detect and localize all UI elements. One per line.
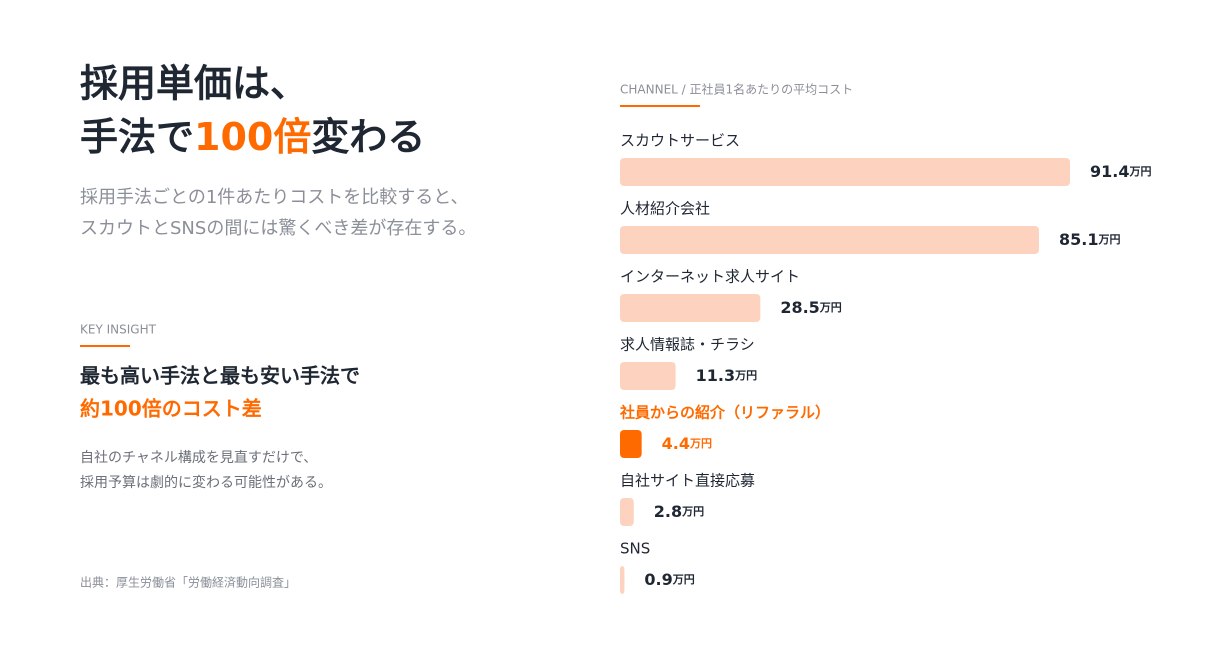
value-label: 2.8万円 — [654, 502, 704, 521]
bar — [620, 430, 642, 458]
underline — [620, 105, 700, 107]
bar-chart: スカウトサービス91.4万円人材紹介会社85.1万円インターネット求人サイト28… — [619, 132, 1151, 594]
value-label: 91.4万円 — [1090, 162, 1151, 181]
value-label: 4.4万円 — [662, 434, 712, 453]
insight-highlight: 約100倍のコスト差 — [80, 397, 262, 421]
unit: 万円 — [734, 369, 757, 382]
unit: 万円 — [1128, 165, 1151, 178]
bar — [620, 158, 1070, 186]
unit: 万円 — [681, 505, 704, 518]
lead: スカウトとSNSの間には驚くべき差が存在する。 — [80, 218, 476, 239]
chart-title: CHANNEL / 正社員1名あたりの平均コスト — [620, 82, 853, 97]
category-label: インターネット求人サイト — [620, 268, 800, 286]
unit: 万円 — [1097, 233, 1120, 246]
value: 2.8 — [654, 502, 682, 521]
headline: 採用単価は、 — [80, 62, 308, 106]
value-label: 11.3万円 — [696, 366, 757, 385]
headline-part: 手法で — [80, 115, 194, 159]
bar — [620, 294, 761, 322]
bar — [620, 226, 1039, 254]
bar — [620, 362, 676, 390]
bar — [620, 498, 634, 526]
value: 4.4 — [662, 434, 690, 453]
value: 11.3 — [696, 366, 735, 385]
category-label: 人材紹介会社 — [620, 200, 710, 218]
category-label: SNS — [620, 540, 650, 558]
value-label: 28.5万円 — [780, 298, 841, 317]
unit: 万円 — [819, 301, 842, 314]
category-label: 自社サイト直接応募 — [620, 472, 755, 490]
insight-label: KEY INSIGHT — [80, 323, 157, 337]
headline-accent: 100倍 — [194, 115, 311, 159]
unit: 万円 — [672, 573, 695, 586]
headline: 手法で100倍変わる — [80, 115, 425, 159]
category-label: 社員からの紹介（リファラル） — [619, 404, 830, 422]
underline — [80, 345, 130, 347]
bar — [620, 566, 625, 594]
value-label: 85.1万円 — [1059, 230, 1120, 249]
value-label: 0.9万円 — [644, 570, 694, 589]
value: 91.4 — [1090, 162, 1129, 181]
unit: 万円 — [689, 437, 712, 450]
insight-body: 採用予算は劇的に変わる可能性がある。 — [80, 474, 332, 491]
value: 0.9 — [644, 570, 672, 589]
headline-part: 変わる — [311, 115, 425, 159]
category-label: スカウトサービス — [620, 132, 740, 150]
value: 28.5 — [780, 298, 819, 317]
lead: 採用手法ごとの1件あたりコストを比較すると、 — [80, 187, 469, 208]
source: 出典：厚生労働省「労働経済動向調査」 — [80, 575, 296, 590]
insight-heading: 最も高い手法と最も安い手法で — [80, 364, 360, 388]
value: 85.1 — [1059, 230, 1098, 249]
insight-body: 自社のチャネル構成を見直すだけで、 — [80, 449, 317, 466]
category-label: 求人情報誌・チラシ — [620, 336, 755, 354]
